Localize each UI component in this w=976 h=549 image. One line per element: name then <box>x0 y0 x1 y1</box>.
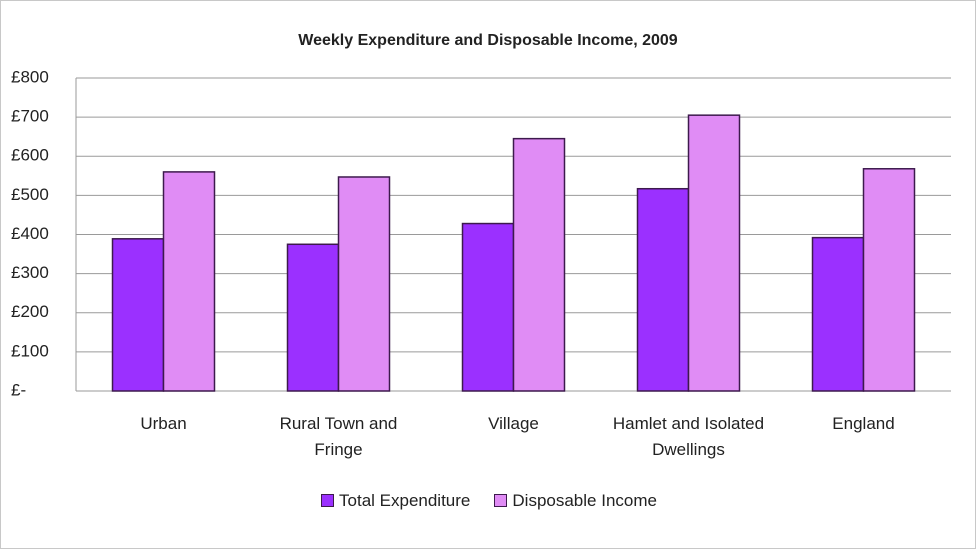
x-tick-label: Hamlet and Isolated Dwellings <box>612 414 765 459</box>
legend-label: Disposable Income <box>512 491 657 510</box>
bar <box>636 187 690 392</box>
chart-title: Weekly Expenditure and Disposable Income… <box>298 32 678 49</box>
y-tick-label: £300 <box>11 263 49 282</box>
y-tick-label: £400 <box>11 224 49 243</box>
y-tick-label: £100 <box>11 341 49 360</box>
y-tick-label: £800 <box>11 67 49 86</box>
bar <box>512 137 566 392</box>
bar <box>811 236 865 392</box>
legend-swatch <box>494 494 508 507</box>
legend: Total Expenditure Disposable Income <box>1 491 975 511</box>
y-tick-label: £700 <box>11 107 49 126</box>
legend-swatch <box>321 494 335 507</box>
y-tick-label: £- <box>11 380 26 399</box>
bar <box>862 168 916 392</box>
y-tick-label: £500 <box>11 185 49 204</box>
bar <box>111 238 165 392</box>
legend-item: Disposable Income <box>494 491 657 511</box>
y-tick-label: £600 <box>11 146 49 165</box>
bar <box>461 222 515 392</box>
y-tick-label: £200 <box>11 302 49 321</box>
legend-item: Total Expenditure <box>321 491 470 511</box>
bar <box>687 114 741 392</box>
bar <box>162 171 216 392</box>
x-tick-label: Village <box>488 414 539 433</box>
x-tick-label: England <box>832 414 895 433</box>
x-tick-label: Rural Town and Fringe <box>279 414 398 459</box>
x-tick-label: Urban <box>140 414 187 433</box>
legend-label: Total Expenditure <box>339 491 471 510</box>
bar <box>286 243 340 392</box>
bar <box>337 176 391 392</box>
